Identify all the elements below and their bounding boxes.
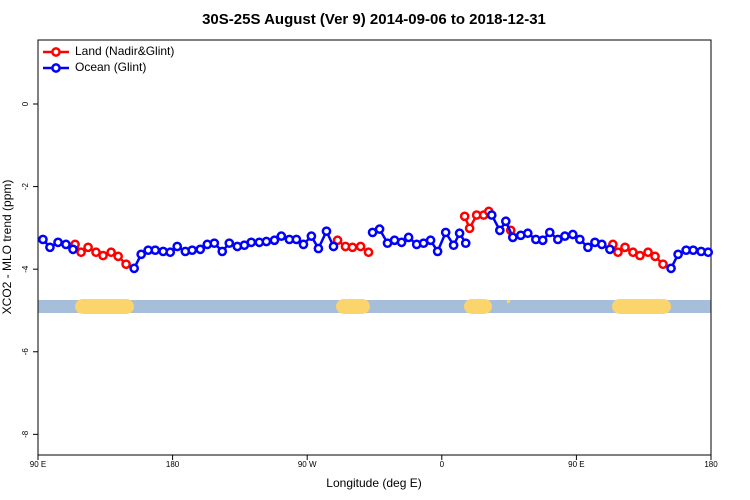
data-point [460, 238, 471, 249]
data-point [374, 224, 385, 234]
y-tick-label: -2 [21, 182, 30, 190]
data-point [83, 242, 93, 253]
data-point [643, 247, 653, 258]
data-point [165, 247, 176, 258]
x-axis-label: Longitude (deg E) [326, 476, 421, 490]
data-point [425, 235, 436, 246]
land-strip [612, 299, 671, 314]
data-point [666, 263, 676, 274]
plot-frame [37, 39, 712, 456]
data-point [650, 251, 660, 262]
data-point [403, 232, 414, 243]
land-mask-strip [38, 299, 711, 314]
data-point [38, 234, 48, 245]
data-point [688, 245, 699, 256]
data-point [121, 259, 131, 270]
data-point [313, 243, 324, 254]
data-point [464, 223, 475, 234]
x-tick-label: 90 W [298, 460, 317, 469]
data-point [68, 244, 78, 255]
data-point [454, 228, 465, 239]
data-point [150, 245, 161, 256]
data-point [440, 227, 451, 238]
data-point [635, 250, 645, 261]
data-point [567, 229, 578, 240]
data-point [574, 234, 585, 245]
data-point [432, 246, 443, 257]
data-point [363, 247, 374, 258]
chart-title: 30S-25S August (Ver 9) 2014-09-06 to 201… [202, 11, 546, 28]
data-point [269, 235, 280, 246]
data-point [61, 239, 71, 250]
data-point [98, 250, 108, 261]
data-point [53, 237, 63, 248]
y-tick-label: -4 [21, 265, 30, 273]
data-point [261, 236, 272, 247]
data-point [276, 231, 287, 241]
data-point [328, 241, 339, 252]
data-point [217, 246, 228, 257]
data-point [459, 211, 470, 222]
data-point [673, 249, 683, 260]
legend-label: Ocean (Glint) [75, 60, 146, 74]
data-point [355, 241, 366, 252]
land-strip [75, 299, 134, 314]
data-point [522, 228, 533, 239]
data-point [136, 249, 147, 260]
data-point [596, 239, 607, 250]
ocean-strip [38, 300, 711, 313]
data-point [45, 242, 55, 253]
data-point [507, 232, 518, 243]
data-point [605, 244, 615, 255]
data-point [195, 244, 206, 255]
land-strip [464, 299, 492, 314]
data-point [106, 247, 116, 258]
data-point [172, 241, 183, 252]
land-strip [507, 300, 510, 303]
land-strip [336, 299, 370, 314]
data-point [224, 238, 235, 249]
legend-marker [51, 63, 61, 73]
data-point [129, 263, 140, 274]
data-point [560, 231, 570, 241]
legend-label: Land (Nadir&Glint) [75, 44, 174, 58]
data-point [113, 251, 124, 262]
data-point [544, 227, 555, 238]
data-point [613, 247, 623, 258]
y-tick-label: -8 [21, 430, 30, 438]
data-point [703, 247, 714, 258]
data-point [620, 242, 630, 253]
x-tick-label: 90 E [568, 460, 584, 469]
legend-marker [51, 47, 61, 57]
data-point [658, 259, 668, 270]
y-tick-label: -6 [21, 348, 30, 356]
data-point [486, 210, 497, 220]
y-axis-label: XCO2 - MLO trend (ppm) [0, 180, 14, 315]
data-point [396, 237, 407, 248]
y-tick-label: 0 [21, 101, 30, 106]
data-point [321, 226, 332, 237]
data-point [306, 231, 317, 241]
data-point [500, 216, 511, 227]
x-tick-label: 180 [704, 460, 718, 469]
data-point [347, 242, 358, 253]
data-point [583, 242, 593, 253]
data-point [209, 238, 220, 249]
data-point [187, 245, 198, 256]
data-point [298, 239, 309, 250]
x-tick-label: 0 [440, 460, 445, 469]
data-point [246, 237, 257, 248]
data-point [537, 235, 548, 246]
data-point [76, 247, 86, 258]
data-point [448, 240, 459, 251]
x-tick-label: 90 E [30, 460, 46, 469]
data-point [291, 234, 302, 245]
x-tick-label: 180 [166, 460, 180, 469]
data-point [494, 225, 505, 236]
